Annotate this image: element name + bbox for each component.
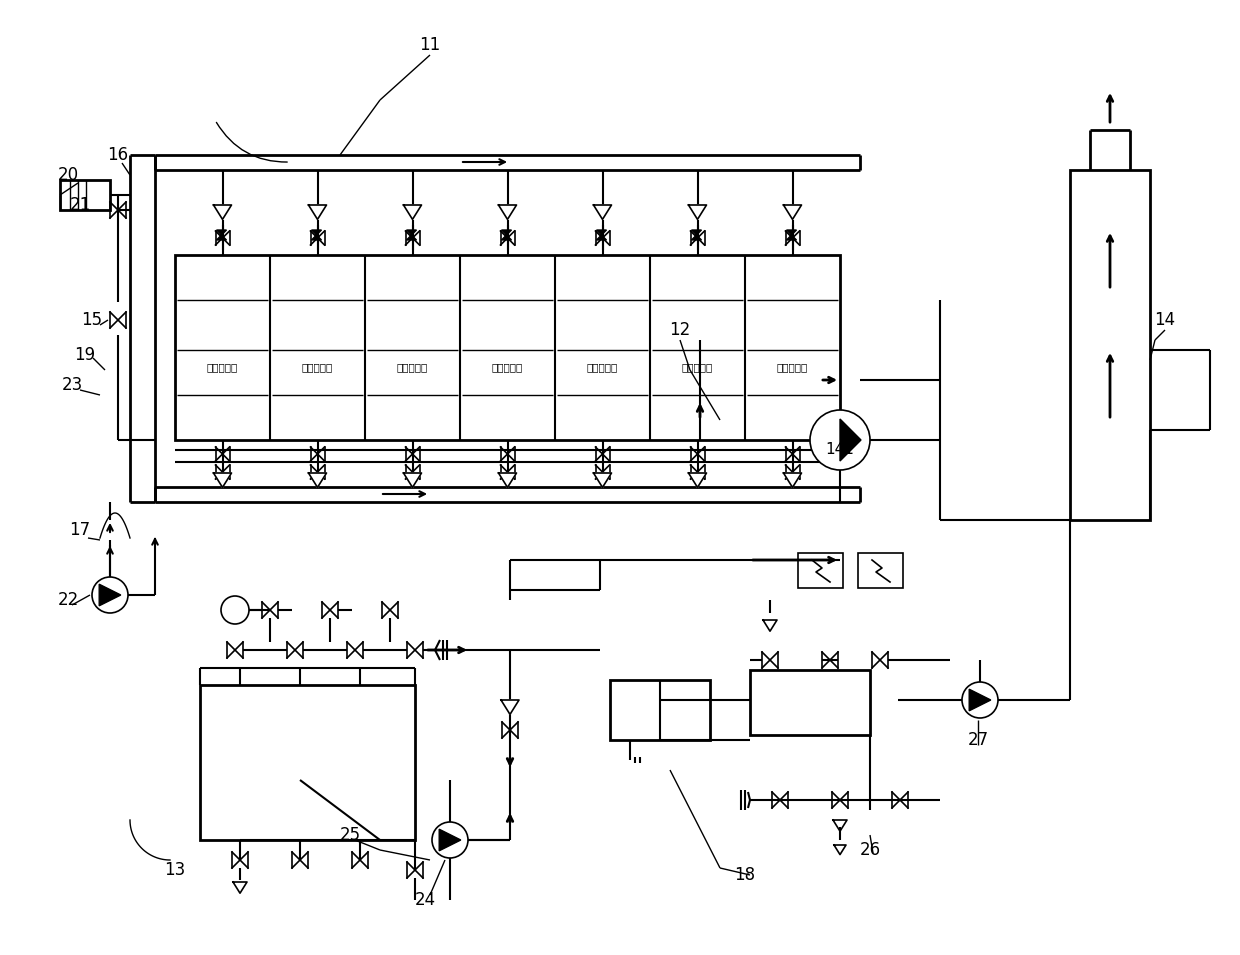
- Text: 18: 18: [734, 866, 755, 884]
- Polygon shape: [233, 882, 247, 893]
- Text: 21: 21: [69, 196, 91, 214]
- Circle shape: [92, 577, 128, 613]
- Polygon shape: [833, 820, 847, 831]
- Bar: [799, 553, 843, 588]
- Bar: [60, 180, 110, 210]
- Text: 24: 24: [414, 891, 435, 909]
- Polygon shape: [99, 584, 120, 605]
- Polygon shape: [596, 230, 606, 240]
- Text: 12: 12: [670, 321, 691, 339]
- Text: 15: 15: [82, 311, 103, 329]
- Text: 23: 23: [61, 376, 83, 394]
- Text: 16: 16: [108, 146, 129, 164]
- Polygon shape: [403, 205, 422, 220]
- Polygon shape: [403, 473, 422, 487]
- Text: 27: 27: [967, 731, 988, 749]
- Polygon shape: [407, 230, 417, 240]
- Circle shape: [432, 822, 467, 858]
- Polygon shape: [784, 205, 801, 220]
- Text: 三号吸附床: 三号吸附床: [397, 362, 428, 372]
- Polygon shape: [784, 473, 801, 487]
- Polygon shape: [501, 230, 511, 240]
- Polygon shape: [692, 230, 702, 240]
- Bar: [1070, 170, 1149, 520]
- Polygon shape: [498, 205, 517, 220]
- Text: 26: 26: [859, 841, 880, 859]
- Text: 20: 20: [57, 166, 78, 184]
- Polygon shape: [970, 690, 991, 711]
- Polygon shape: [213, 473, 232, 487]
- Polygon shape: [217, 230, 227, 240]
- Bar: [610, 680, 711, 740]
- Text: 七号吸附床: 七号吸附床: [777, 362, 808, 372]
- Text: 22: 22: [57, 591, 78, 609]
- Polygon shape: [594, 473, 611, 487]
- Polygon shape: [688, 205, 707, 220]
- Polygon shape: [309, 473, 326, 487]
- Text: 五号吸附床: 五号吸附床: [587, 362, 618, 372]
- Circle shape: [962, 682, 998, 718]
- Bar: [200, 685, 415, 840]
- Circle shape: [221, 596, 249, 624]
- Text: 13: 13: [165, 861, 186, 879]
- Polygon shape: [688, 473, 707, 487]
- Text: 四号吸附床: 四号吸附床: [492, 362, 523, 372]
- Polygon shape: [594, 205, 611, 220]
- Text: 二号吸附床: 二号吸附床: [301, 362, 334, 372]
- Polygon shape: [501, 700, 520, 714]
- Polygon shape: [839, 419, 861, 461]
- Text: 141: 141: [826, 442, 854, 457]
- Bar: [750, 670, 870, 735]
- Text: 19: 19: [74, 346, 95, 364]
- Polygon shape: [311, 230, 321, 240]
- Polygon shape: [786, 230, 796, 240]
- Bar: [175, 255, 839, 440]
- Text: 25: 25: [340, 826, 361, 844]
- Text: 六号吸附床: 六号吸附床: [682, 362, 713, 372]
- Polygon shape: [213, 205, 232, 220]
- Text: 一号吸附床: 一号吸附床: [207, 362, 238, 372]
- Polygon shape: [309, 205, 326, 220]
- Text: 17: 17: [69, 521, 91, 539]
- Bar: [858, 553, 903, 588]
- Text: 14: 14: [1154, 311, 1176, 329]
- Polygon shape: [498, 473, 517, 487]
- Polygon shape: [439, 829, 461, 851]
- Circle shape: [810, 410, 870, 470]
- Text: 11: 11: [419, 36, 440, 54]
- Polygon shape: [763, 620, 777, 631]
- Polygon shape: [835, 845, 846, 855]
